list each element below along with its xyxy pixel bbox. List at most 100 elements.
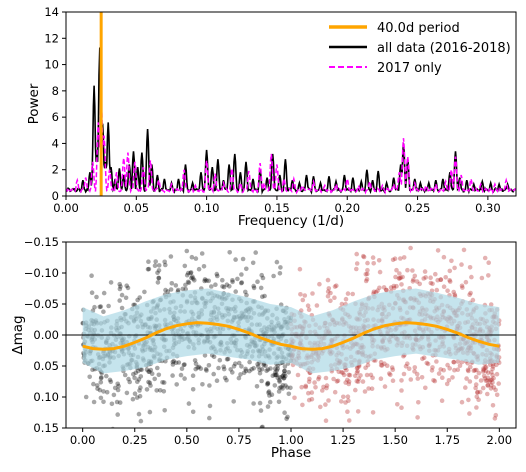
- data-point: [251, 401, 256, 406]
- data-point: [399, 378, 404, 383]
- data-point: [123, 295, 129, 301]
- data-point: [476, 397, 481, 403]
- data-point: [185, 279, 191, 285]
- data-point: [493, 412, 499, 418]
- data-point: [490, 380, 495, 385]
- data-point: [358, 373, 363, 378]
- data-point: [362, 389, 368, 394]
- data-point: [285, 385, 290, 390]
- data-point: [325, 293, 331, 299]
- data-point: [339, 301, 345, 307]
- data-point: [480, 385, 486, 391]
- data-point: [235, 276, 240, 282]
- data-point: [457, 363, 463, 369]
- data-point: [255, 279, 260, 285]
- periodogram-xtick-label: 0.00: [53, 201, 79, 215]
- legend: 40.0d period all data (2016-2018) 2017 o…: [329, 21, 511, 76]
- data-point: [354, 378, 360, 384]
- data-point: [275, 366, 281, 371]
- data-point: [466, 368, 471, 374]
- data-point: [366, 386, 371, 391]
- data-point: [416, 400, 421, 405]
- data-point: [368, 372, 374, 378]
- data-point: [132, 391, 138, 397]
- data-point: [399, 388, 404, 393]
- data-point: [365, 260, 370, 266]
- data-point: [190, 276, 196, 281]
- data-point: [424, 360, 430, 366]
- data-point: [335, 378, 341, 384]
- data-point: [343, 400, 348, 405]
- data-point: [190, 274, 195, 280]
- data-point: [146, 266, 152, 272]
- data-point: [292, 395, 297, 401]
- data-point: [344, 367, 349, 373]
- data-point: [135, 368, 141, 374]
- data-point: [460, 285, 465, 290]
- data-point: [170, 359, 176, 365]
- data-point: [459, 399, 465, 405]
- data-point: [192, 358, 198, 363]
- data-point: [202, 353, 208, 358]
- data-point: [382, 384, 388, 389]
- data-point: [265, 367, 271, 372]
- data-point: [341, 394, 346, 400]
- data-point: [365, 362, 371, 368]
- data-point: [269, 392, 275, 398]
- data-point: [324, 385, 329, 391]
- data-point: [482, 365, 488, 371]
- data-point: [490, 366, 495, 372]
- data-point: [156, 275, 162, 281]
- data-point: [117, 400, 123, 405]
- data-point: [247, 359, 252, 365]
- data-point: [482, 255, 488, 261]
- data-point: [263, 363, 268, 369]
- data-point: [428, 275, 433, 281]
- data-point: [408, 377, 414, 382]
- data-point: [204, 278, 209, 283]
- data-point: [168, 254, 174, 259]
- data-point: [238, 372, 243, 377]
- data-point: [239, 272, 244, 277]
- data-point: [152, 376, 157, 382]
- data-point: [485, 382, 491, 388]
- data-point: [361, 253, 366, 259]
- data-point: [182, 362, 187, 367]
- data-point: [186, 401, 192, 406]
- data-point: [156, 268, 162, 273]
- data-point: [153, 259, 158, 264]
- data-point: [189, 275, 194, 281]
- data-point: [354, 261, 360, 266]
- phase-xtick-label: 0.00: [70, 433, 96, 447]
- data-point: [298, 292, 303, 297]
- data-point: [494, 392, 500, 398]
- data-point: [178, 372, 184, 378]
- data-point: [243, 368, 249, 374]
- data-point: [87, 374, 92, 380]
- data-point: [384, 288, 389, 293]
- data-point: [389, 365, 395, 370]
- data-point: [155, 280, 161, 285]
- data-point: [257, 367, 262, 373]
- data-point: [441, 254, 447, 260]
- periodogram-ytick-label: 14: [44, 5, 59, 19]
- data-point: [236, 375, 242, 381]
- data-point: [354, 266, 359, 272]
- data-point: [394, 267, 399, 273]
- data-point: [473, 382, 479, 387]
- data-point: [249, 367, 254, 372]
- data-point: [259, 272, 265, 278]
- data-point: [468, 428, 473, 433]
- data-point: [474, 394, 480, 400]
- data-point: [277, 375, 283, 380]
- data-point: [314, 303, 320, 308]
- data-point: [147, 369, 152, 375]
- data-point: [488, 386, 494, 391]
- data-point: [432, 378, 438, 384]
- data-point: [475, 389, 481, 395]
- data-point: [393, 274, 398, 280]
- data-point: [134, 395, 140, 400]
- data-point: [251, 285, 257, 291]
- data-point: [334, 379, 340, 384]
